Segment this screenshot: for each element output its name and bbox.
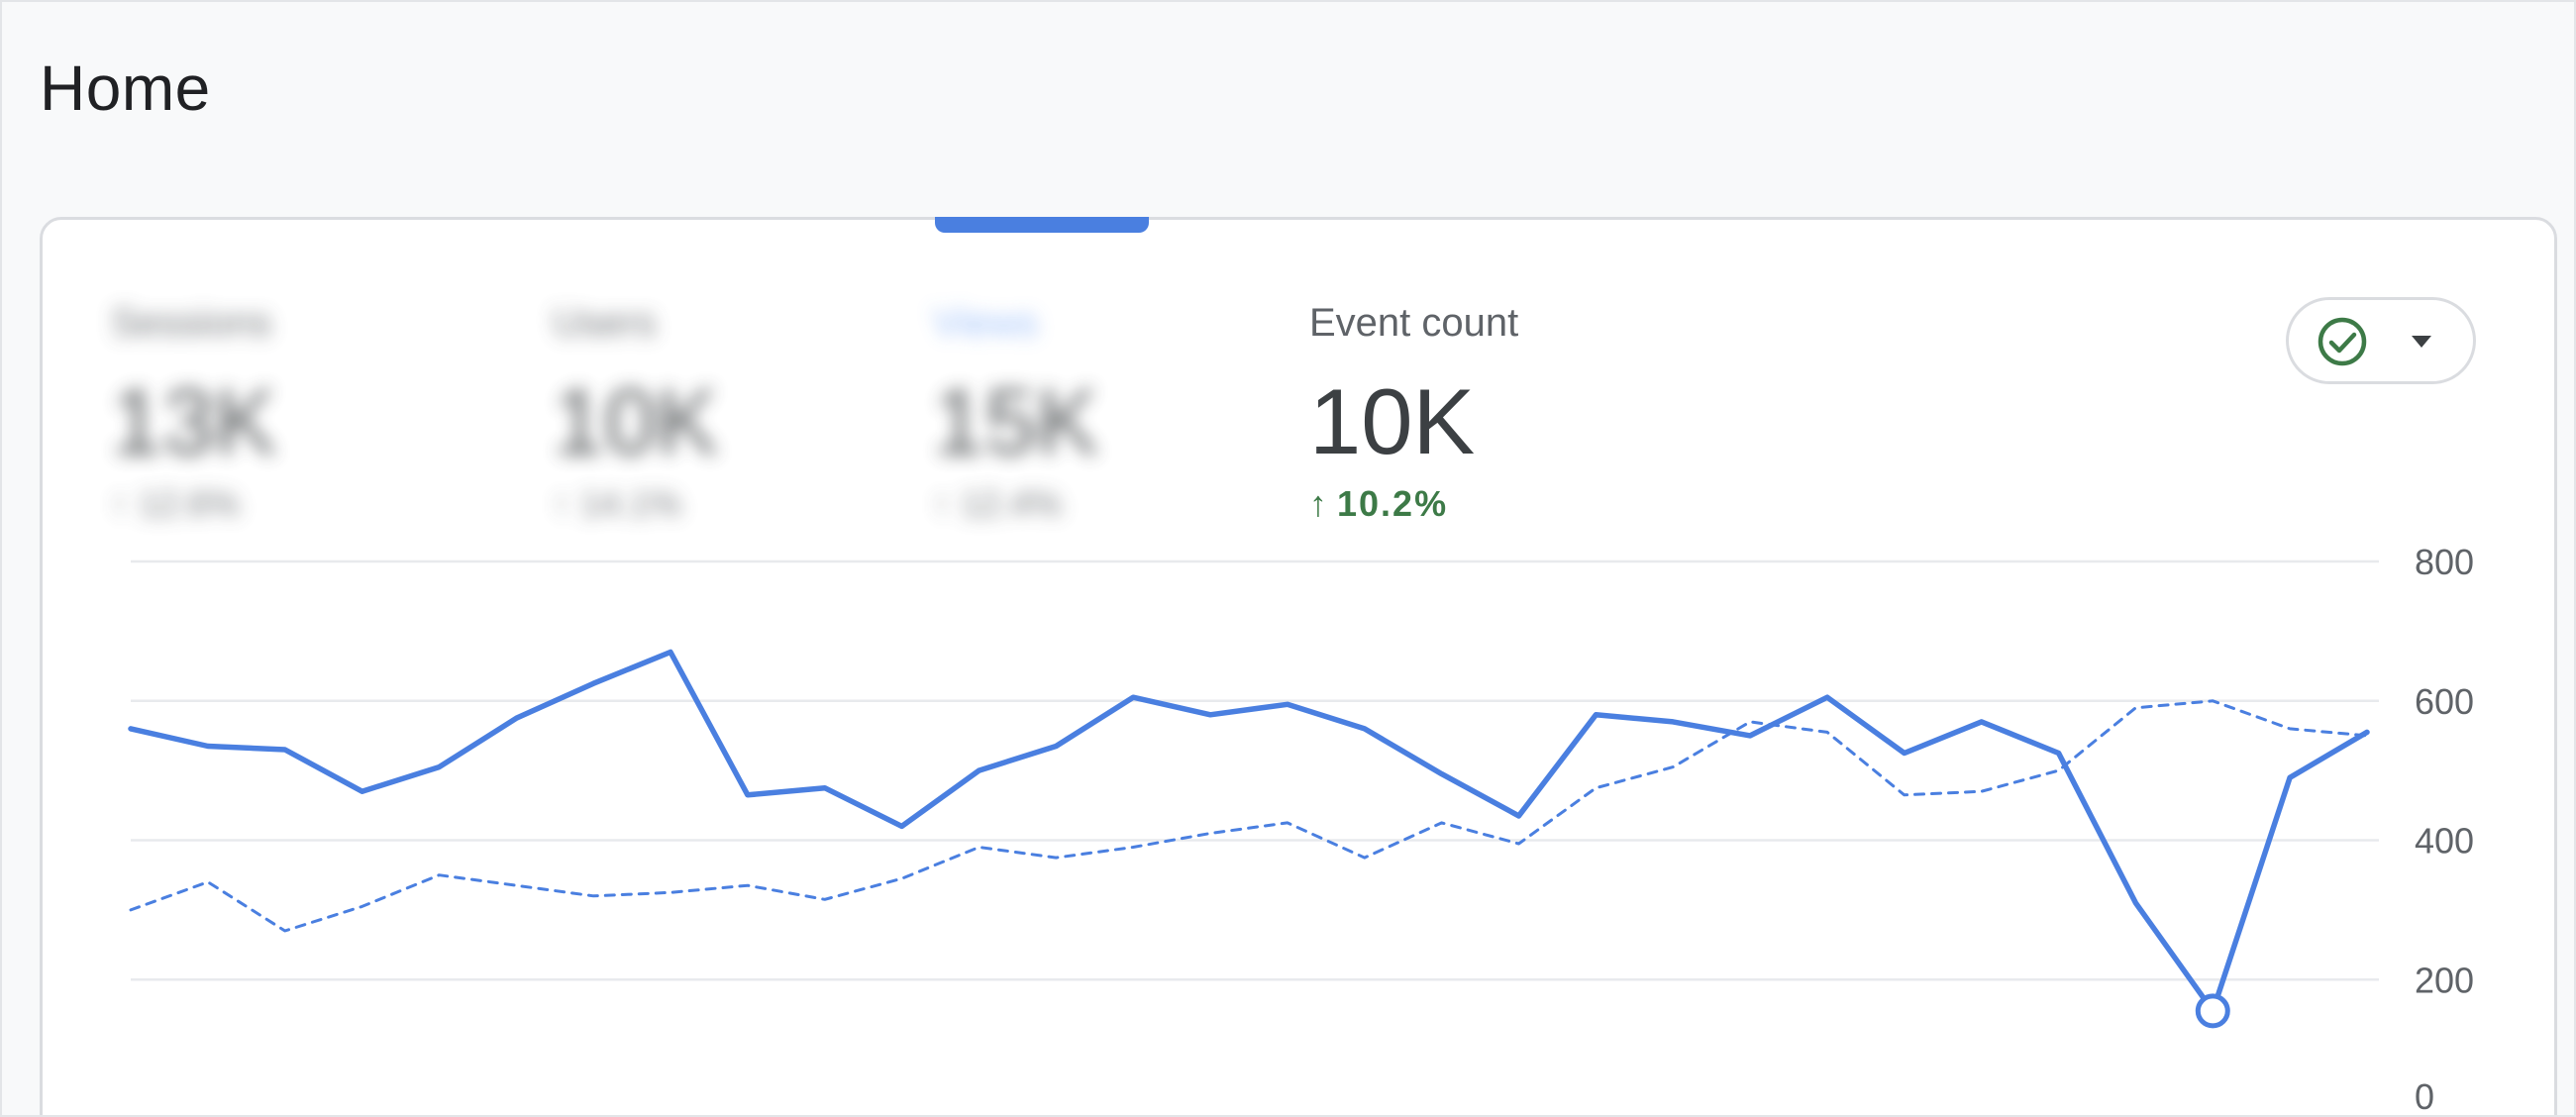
metric-change-value: 10.2%: [1337, 483, 1449, 524]
chart-points: [2195, 993, 2230, 1029]
y-tick-label: 0: [2415, 1076, 2434, 1117]
y-tick-label: 600: [2415, 681, 2474, 722]
arrow-up-icon: ↑: [1309, 483, 1329, 524]
metric-label: Views: [933, 301, 1038, 345]
active-tab-indicator: [935, 217, 1149, 233]
compare-dropdown-button[interactable]: [2286, 297, 2476, 384]
metric-change: ↑ 12.4%: [933, 483, 1063, 524]
metric-label: Sessions: [111, 301, 272, 345]
metric-label: Event count: [1309, 301, 1519, 345]
metric-value: 10K: [553, 369, 719, 473]
metric-change: ↑ 12.6%: [111, 483, 241, 524]
y-axis-ticks: 800 600 400 200 0: [2415, 542, 2474, 1117]
check-circle-icon: [2318, 317, 2367, 366]
metric-value: 15K: [933, 369, 1099, 473]
y-tick-label: 200: [2415, 960, 2474, 1000]
chart-series: [128, 649, 2370, 1014]
comparison-series-line: [129, 699, 2369, 933]
metric-tab-sessions[interactable]: Sessions 13K ↑ 12.6%: [111, 289, 448, 547]
metric-value: 10K: [1309, 369, 1476, 473]
highlighted-data-point[interactable]: [2195, 993, 2230, 1029]
metric-change: ↑ 10.2%: [1309, 483, 1448, 525]
metric-tab-event-count[interactable]: Event count 10K ↑ 10.2%: [1309, 289, 1646, 547]
metric-value: 13K: [111, 369, 277, 473]
y-tick-label: 400: [2415, 821, 2474, 862]
y-tick-label: 800: [2415, 542, 2474, 582]
metric-change: ↑ 14.1%: [553, 483, 682, 524]
primary-series-line: [128, 649, 2370, 1014]
overview-card: [40, 217, 2557, 1115]
metric-label: Users: [553, 301, 657, 345]
chart-gridlines: [131, 559, 2379, 981]
page-title: Home: [40, 52, 211, 124]
metric-tab-users[interactable]: Users 10K ↑ 14.1%: [553, 289, 889, 547]
chevron-down-icon: [2412, 336, 2431, 348]
metric-tab-views[interactable]: Views 15K ↑ 12.4%: [933, 289, 1270, 547]
